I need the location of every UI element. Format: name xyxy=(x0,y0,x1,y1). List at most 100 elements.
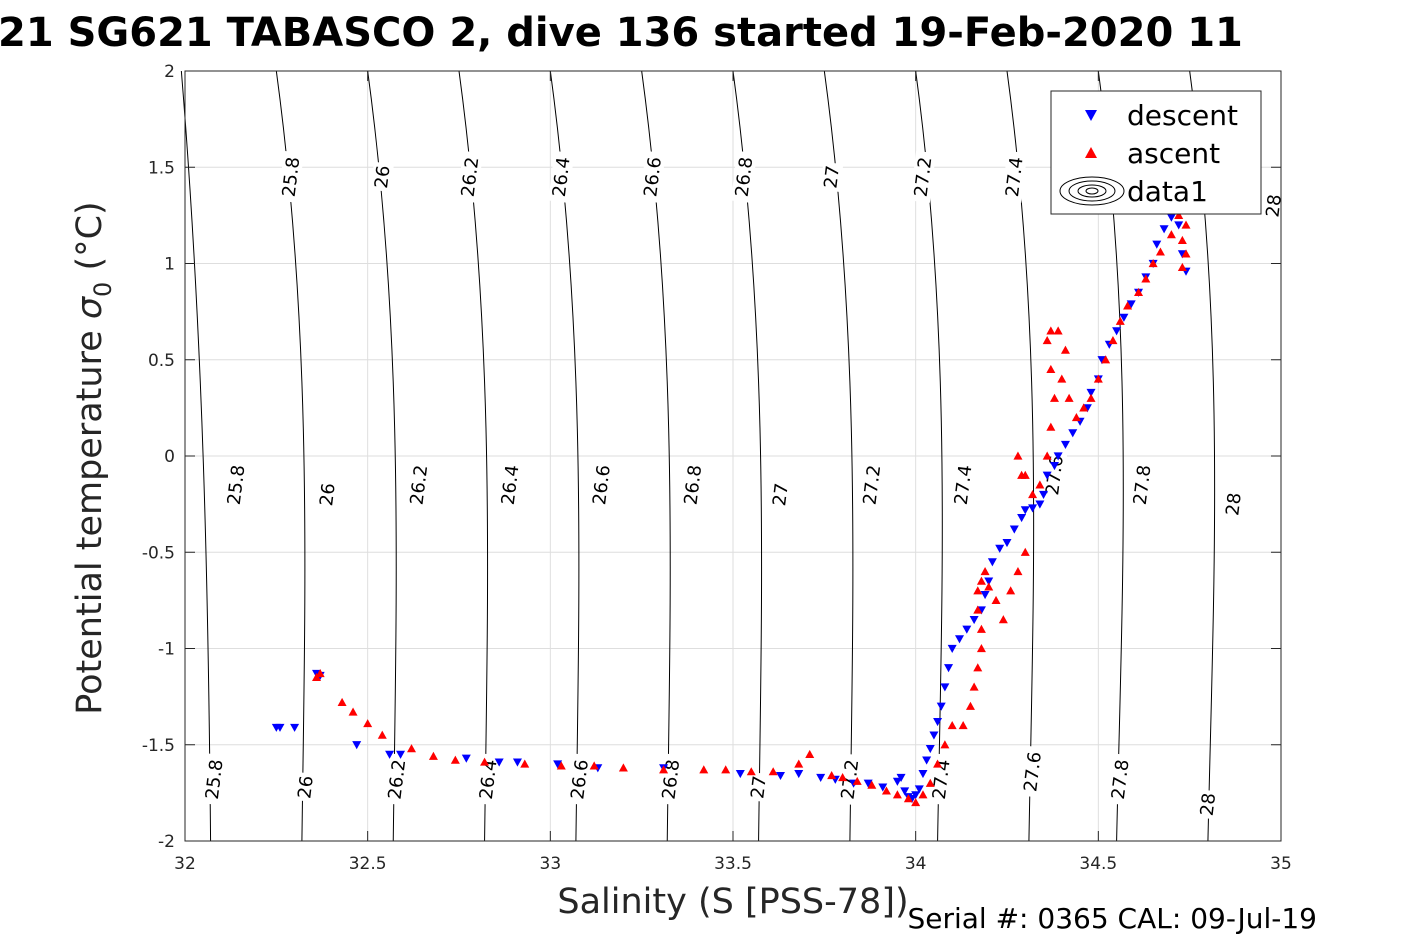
ascent-point xyxy=(1013,451,1023,460)
isopycnal-label: 27.2 xyxy=(911,156,937,198)
isopycnal-line xyxy=(180,70,212,842)
descent-point xyxy=(494,758,504,767)
ascent-point xyxy=(337,697,347,706)
ascent-point xyxy=(969,682,979,691)
ascent-point xyxy=(1049,393,1059,402)
isopycnal-label: 28 xyxy=(1262,193,1286,218)
axis-ticks: 32 32.5 33 33.5 34 34.5 35 2 1.5 1 0.5 0 -0.5 -1 -1.5 -… xyxy=(142,62,1292,874)
descent-point xyxy=(878,783,888,792)
isopycnal-label-backing xyxy=(370,161,394,192)
isopycnal-label: 26.4 xyxy=(498,464,524,506)
ascent-point xyxy=(1035,480,1045,489)
isopycnal-label: 26.4 xyxy=(549,156,575,198)
ascent-point xyxy=(838,772,848,782)
ascent-point xyxy=(721,765,731,774)
descent-point xyxy=(1159,225,1169,234)
ascent-point xyxy=(556,761,566,770)
ascent-point xyxy=(1042,336,1052,345)
ascent-point xyxy=(618,763,628,772)
isopycnal-label-backing xyxy=(475,753,502,806)
data-points xyxy=(271,202,1191,807)
y-tick-label: 1 xyxy=(164,255,175,275)
isopycnal-label-group: 26.6 xyxy=(566,753,593,806)
descent-point xyxy=(1053,452,1063,461)
ascent-point xyxy=(1071,413,1081,422)
ascent-point xyxy=(1006,586,1016,595)
y-tick-label: 0 xyxy=(164,447,175,467)
isopycnal-label: 26.2 xyxy=(385,758,411,800)
descent-point xyxy=(944,664,954,673)
descent-point xyxy=(929,731,939,740)
isopycnal-label-group: 26.2 xyxy=(383,753,411,806)
descent-point xyxy=(914,785,924,794)
ascent-point xyxy=(659,765,669,774)
isopycnal-label-group: 28 xyxy=(1221,489,1246,520)
descent-point xyxy=(385,750,395,759)
ascent-point xyxy=(976,624,986,633)
ascent-point xyxy=(1141,274,1151,283)
ascent-point xyxy=(973,586,983,595)
isopycnal-label-group: 25.8 xyxy=(223,458,250,511)
isopycnal-label-backing xyxy=(950,458,977,511)
descent-point xyxy=(553,760,563,769)
isopycnal-label: 26.6 xyxy=(567,758,593,800)
isopycnal-label: 26.8 xyxy=(732,156,758,198)
isopycnal-label-group: 27 xyxy=(768,479,793,510)
descent-point xyxy=(987,558,997,567)
descent-point xyxy=(896,773,906,782)
isopycnal-label-backing xyxy=(910,150,936,203)
descent-point xyxy=(900,787,910,796)
descent-point xyxy=(962,625,972,634)
ascent-point xyxy=(976,644,986,653)
ascent-point xyxy=(892,790,902,799)
descent-point xyxy=(936,702,946,711)
isopycnal-label: 25.8 xyxy=(279,156,305,198)
descent-point xyxy=(1174,221,1184,230)
ascent-point xyxy=(768,767,778,776)
ascent-point xyxy=(918,790,928,799)
ascent-point xyxy=(827,771,837,780)
ascent-point xyxy=(1053,326,1063,335)
descent-point xyxy=(1009,525,1019,534)
ascent-point xyxy=(852,776,862,785)
isopycnal-label-backing xyxy=(456,150,483,203)
ascent-point xyxy=(1086,393,1096,402)
ascent-point xyxy=(1155,247,1165,256)
ascent-point xyxy=(1177,262,1187,271)
isopycnal-label-group: 26.4 xyxy=(497,458,524,511)
descent-point xyxy=(1035,500,1045,509)
ascent-point xyxy=(984,582,994,591)
isopycnal-label: 26.8 xyxy=(680,464,706,506)
isopycnal-label: 27 xyxy=(769,482,793,507)
isopycnal-label-backing xyxy=(746,771,771,803)
ascent-point xyxy=(1108,336,1118,345)
legend: descent ascent data1 xyxy=(1050,90,1262,215)
isopycnal-label: 27.8 xyxy=(1130,464,1156,506)
ascent-point xyxy=(520,759,530,768)
ascent-point xyxy=(1093,374,1103,383)
ascent-point xyxy=(699,765,709,774)
ascent-point xyxy=(976,576,986,585)
ascent-point xyxy=(973,663,983,672)
ascent-point xyxy=(450,755,460,764)
x-tick-label: 33 xyxy=(540,854,562,874)
isopycnal-label-group: 27.2 xyxy=(858,458,885,511)
ascent-point xyxy=(1057,374,1067,383)
isopycnal-label: 27.2 xyxy=(859,464,885,506)
ascent-point xyxy=(589,761,599,770)
ascent-point xyxy=(1174,210,1184,219)
isopycnal-label: 28 xyxy=(1222,492,1246,517)
isopycnal-label-group: 28 xyxy=(1196,789,1221,820)
ascent-point xyxy=(746,767,756,776)
isopycnal-label-backing xyxy=(277,150,304,203)
isopycnal-label-group: 26.2 xyxy=(456,150,483,203)
ascent-point xyxy=(973,605,983,614)
ascent-point xyxy=(1060,345,1070,354)
isopycnal-label: 27.4 xyxy=(929,758,955,800)
isopycnal-label: 28 xyxy=(1197,792,1221,817)
descent-point xyxy=(1126,300,1136,309)
y-tick-label: 2 xyxy=(164,62,175,82)
isopycnal-label-group: 26.8 xyxy=(730,150,758,203)
isopycnal-label: 26.6 xyxy=(640,156,666,198)
isopycnal-label-backing xyxy=(383,753,410,806)
